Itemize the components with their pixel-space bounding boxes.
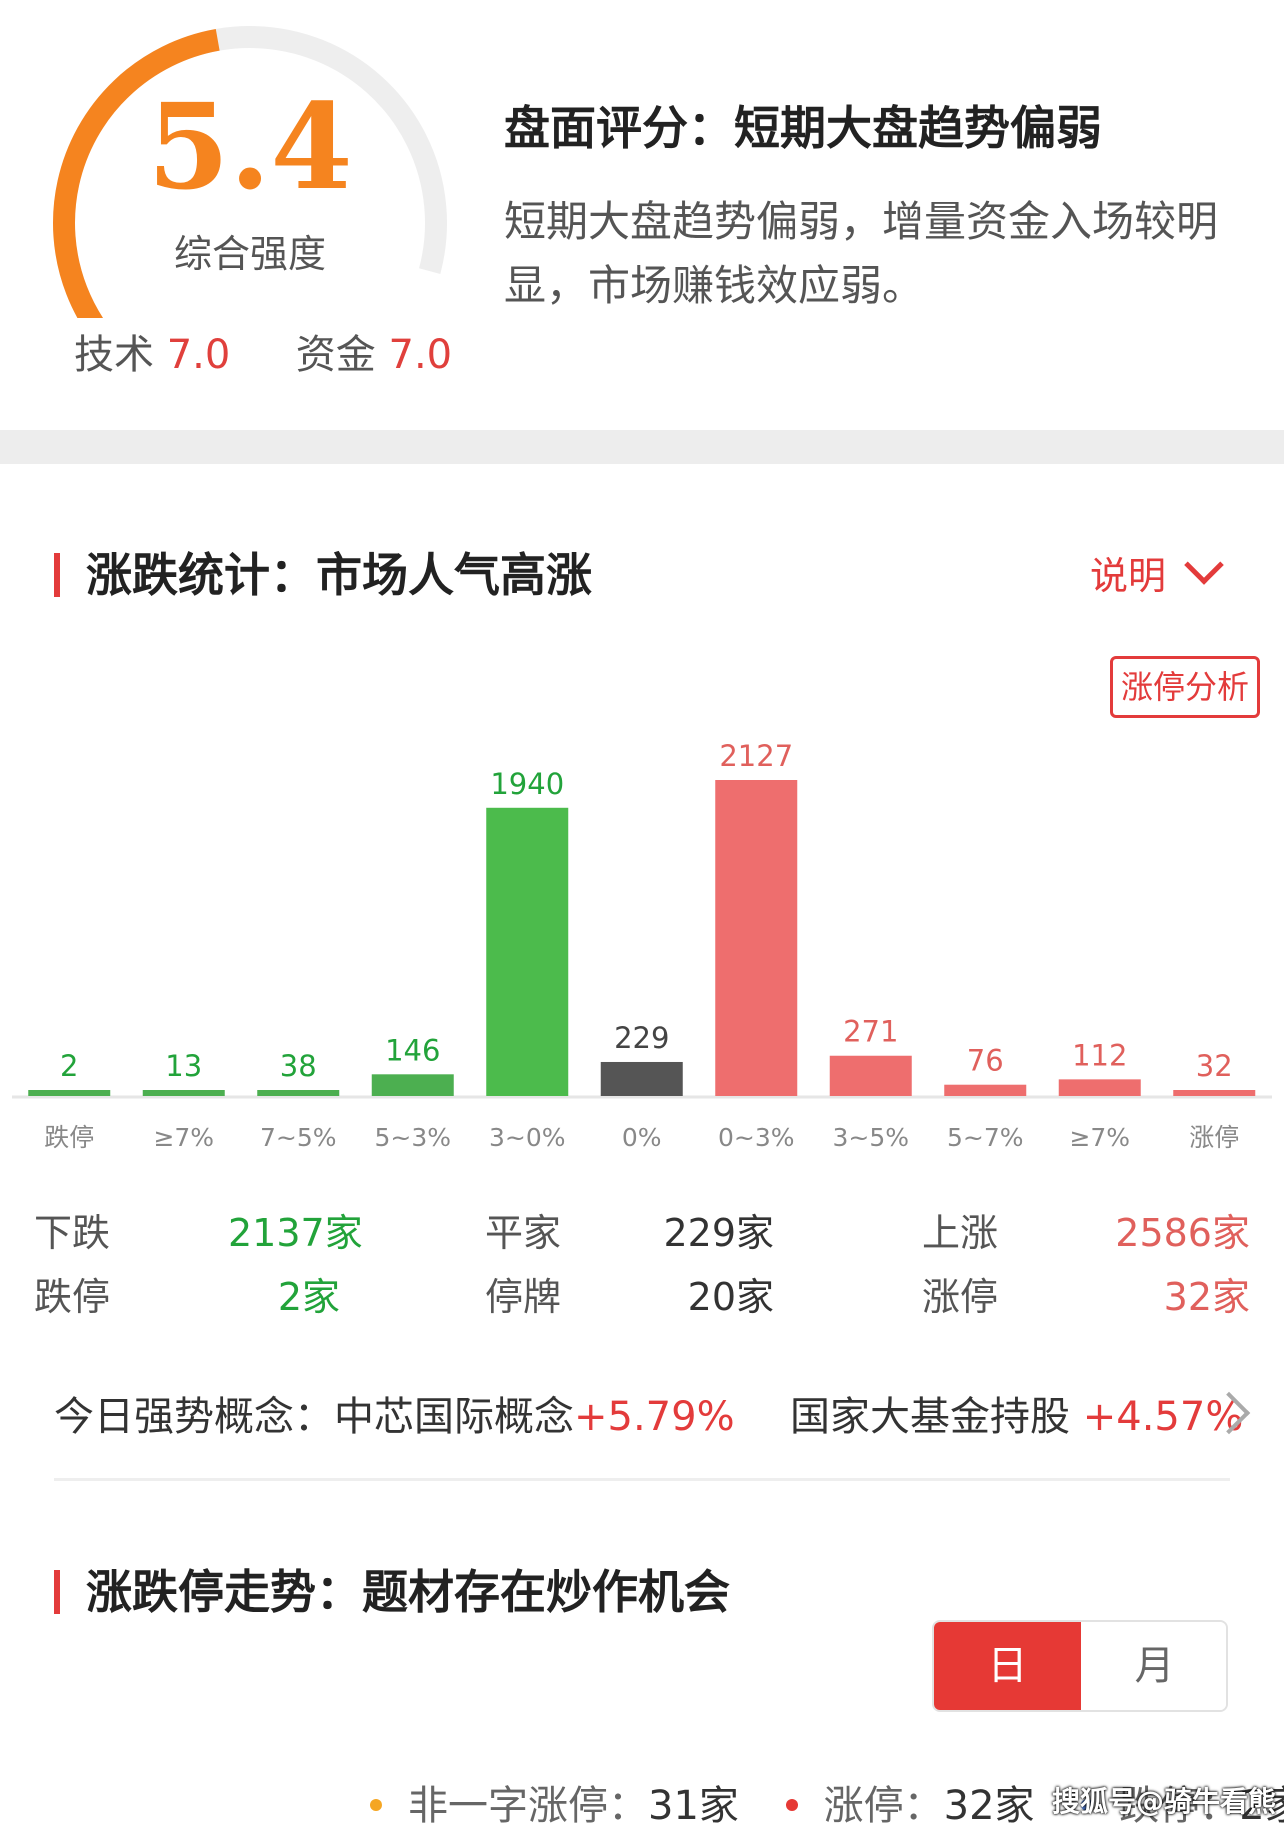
legend-value: 31家 (648, 1783, 739, 1829)
trend-section-title: 涨跌停走势：题材存在炒作机会 (86, 1565, 730, 1619)
bar (28, 1090, 111, 1096)
bar-value-label: 13 (165, 1049, 202, 1083)
bar-value-label: 229 (614, 1021, 669, 1055)
category-label: 涨停 (1189, 1123, 1239, 1152)
concept-change: +4.57% (1082, 1394, 1244, 1440)
legend-label: 涨停： (823, 1783, 944, 1829)
bar-value-label: 76 (967, 1044, 1004, 1078)
concept-change: +5.79% (574, 1394, 735, 1440)
rating-title: 盘面评分：短期大盘趋势偏弱 (504, 101, 1102, 155)
limit-up-analysis-button[interactable]: 涨停分析 (1110, 656, 1260, 718)
suspend-value: 20家 (687, 1275, 774, 1319)
divider (54, 1478, 1230, 1481)
bar (715, 780, 798, 1096)
category-label: ≥7% (153, 1123, 214, 1152)
category-label: 3~0% (489, 1123, 566, 1152)
bar-value-label: 32 (1196, 1049, 1233, 1083)
explain-toggle[interactable]: 说明 (1090, 545, 1224, 600)
bar-value-label: 38 (280, 1049, 317, 1083)
strong-concepts-row[interactable]: 今日强势概念：中芯国际概念+5.79% 国家大基金持股 +4.57% (54, 1384, 1251, 1454)
legend-dot (1081, 1799, 1094, 1811)
bar-value-label: 2127 (719, 739, 793, 773)
bar (257, 1090, 340, 1096)
rise-fall-summary: 下跌 2137家 平家 229家 上涨 2586家 跌停 2家 停牌 20家 涨… (0, 1190, 1284, 1330)
category-label: 0% (622, 1123, 662, 1152)
category-label: 5~7% (947, 1123, 1024, 1152)
limit-up-label: 涨停 (922, 1275, 999, 1319)
category-label: 5~3% (374, 1123, 451, 1152)
fund-label: 资金 (295, 332, 376, 378)
period-toggle: 日 月 (932, 1620, 1228, 1712)
up-label: 上涨 (922, 1211, 999, 1255)
tech-value: 7.0 (166, 332, 231, 378)
score-label: 综合强度 (173, 232, 326, 276)
rating-description: 短期大盘趋势偏弱，增量资金入场较明显，市场赚钱效应弱。 (504, 197, 1219, 310)
section-divider-band (0, 430, 1284, 464)
category-label: ≥7% (1069, 1123, 1130, 1152)
sub-scores: 技术 7.0 资金 7.0 (74, 322, 452, 380)
category-label: 0~3% (718, 1123, 795, 1152)
concept-name: 中芯国际概念 (334, 1394, 574, 1440)
bar-chart-svg: 2 跌停 13 ≥7% 38 7~5% 146 5~3% 1940 3~0% 229 0% 2127 0~… (12, 739, 1272, 1152)
bar (142, 1090, 225, 1096)
flat-value: 229家 (663, 1211, 774, 1255)
limit-down-value: 2家 (277, 1275, 340, 1319)
section-accent-bar (54, 553, 60, 597)
up-value: 2586家 (1115, 1211, 1250, 1255)
bar-value-label: 1940 (490, 767, 564, 801)
legend-item: 跌停：2家 (1081, 1783, 1284, 1829)
category-label: 7~5% (260, 1123, 337, 1152)
suspend-label: 停牌 (485, 1275, 562, 1319)
fund-value: 7.0 (388, 332, 453, 378)
bar (486, 807, 569, 1096)
category-label: 跌停 (44, 1123, 94, 1152)
tech-label: 技术 (74, 332, 154, 378)
bar (944, 1084, 1027, 1096)
concept-name: 国家大基金持股 (790, 1394, 1071, 1440)
bar (600, 1061, 683, 1096)
legend-dot (785, 1799, 798, 1811)
down-value: 2137家 (228, 1211, 363, 1255)
bar (1173, 1090, 1256, 1096)
limit-down-label: 跌停 (34, 1275, 111, 1319)
bar (371, 1074, 454, 1096)
period-day-button[interactable]: 日 (934, 1622, 1081, 1710)
rise-fall-distribution-chart: 2 跌停 13 ≥7% 38 7~5% 146 5~3% 1940 3~0% 229 0% 2127 0~… (0, 700, 1284, 1180)
category-label: 3~5% (832, 1123, 909, 1152)
chevron-down-icon (1184, 545, 1224, 585)
down-label: 下跌 (34, 1211, 111, 1255)
watermark: 搜狐号@骑牛看熊 (1052, 1785, 1277, 1818)
trend-legend: 非一字涨停：31家 涨停：32家 跌停：2家 (370, 1773, 1284, 1831)
period-month-button[interactable]: 月 (1081, 1622, 1226, 1710)
legend-value: 2家 (1239, 1783, 1284, 1829)
concepts-label: 今日强势概念： (54, 1394, 334, 1440)
legend-label: 非一字涨停： (408, 1783, 648, 1829)
legend-item: 涨停：32家 (785, 1783, 1048, 1829)
score-value: 5.4 (147, 77, 353, 216)
bar-value-label: 146 (385, 1033, 440, 1067)
flat-label: 平家 (485, 1211, 562, 1255)
bar (829, 1055, 912, 1096)
strength-gauge: 5.4 综合强度 (40, 18, 460, 318)
bar-value-label: 2 (60, 1049, 78, 1083)
trend-section-header: 涨跌停走势：题材存在炒作机会 (0, 1562, 1284, 1622)
score-section: 5.4 综合强度 技术 7.0 资金 7.0 盘面评分：短期大盘趋势偏弱 短期大… (0, 0, 1284, 430)
section-accent-bar (54, 1570, 60, 1614)
gauge-arc (53, 26, 447, 318)
legend-label: 跌停： (1119, 1783, 1240, 1829)
stats-section-title: 涨跌统计：市场人气高涨 (86, 548, 592, 602)
legend-value: 32家 (943, 1783, 1035, 1829)
legend-dot (370, 1799, 382, 1811)
gauge-progress (53, 28, 220, 318)
limit-up-value: 32家 (1163, 1275, 1250, 1319)
bar-value-label: 271 (843, 1015, 898, 1049)
legend-item: 非一字涨停：31家 (370, 1783, 752, 1829)
stats-section-header: 涨跌统计：市场人气高涨 (0, 545, 1284, 605)
bar (1058, 1079, 1141, 1096)
explain-label: 说明 (1090, 554, 1167, 598)
bar-value-label: 112 (1072, 1038, 1127, 1072)
